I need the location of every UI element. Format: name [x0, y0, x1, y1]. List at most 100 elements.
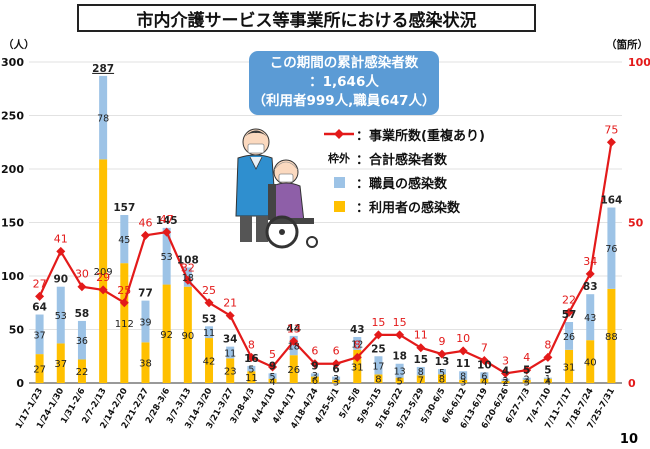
users-swatch	[333, 200, 345, 212]
staff-label: 18	[182, 273, 194, 284]
y2-axis-unit: （箇所）	[606, 38, 648, 51]
y2-tick-label: 50	[628, 217, 644, 230]
bar-staff	[35, 314, 44, 355]
facilities-label: 10	[456, 332, 470, 345]
staff-label: 6	[481, 372, 487, 383]
bar-staff	[607, 207, 616, 289]
staff-label: 39	[139, 317, 151, 328]
staff-label: 53	[161, 252, 173, 263]
users-label: 3	[333, 377, 339, 388]
facilities-marker	[162, 227, 172, 237]
y-axis-unit: （人）	[3, 38, 35, 51]
facilities-marker	[395, 330, 405, 340]
users-label: 37	[54, 359, 67, 370]
staff-label: 2	[524, 375, 530, 386]
bar-staff	[205, 326, 214, 339]
staff-label: 5	[248, 365, 254, 376]
facilities-label: 11	[414, 329, 428, 342]
facilities-label: 8	[248, 338, 255, 351]
users-label: 7	[418, 375, 424, 386]
total-label: 5	[523, 365, 530, 377]
total-label: 10	[477, 359, 492, 371]
staff-label: 8	[460, 372, 466, 383]
legend-item-staff: ：職員の感染数	[322, 170, 485, 194]
facilities-label: 9	[438, 335, 445, 348]
bar-users	[543, 378, 552, 383]
users-label: 22	[76, 367, 89, 378]
y-tick-label: 0	[16, 377, 24, 390]
bar-users	[289, 355, 298, 383]
facilities-marker	[204, 298, 214, 308]
y-tick-label: 250	[1, 110, 24, 123]
bar-staff	[586, 294, 595, 341]
total-label: 145	[156, 215, 178, 227]
staff-label: 11	[203, 328, 215, 339]
facilities-marker	[522, 365, 532, 375]
facilities-label: 75	[604, 123, 618, 136]
total-label: 108	[177, 254, 199, 266]
bar-staff	[353, 336, 362, 350]
users-label: 31	[563, 362, 576, 373]
staff-label: 76	[605, 244, 617, 255]
bar-staff	[522, 377, 531, 380]
users-label: 8	[439, 375, 445, 386]
staff-label: 13	[394, 367, 406, 378]
legend-label-staff: ：職員の感染数	[356, 176, 448, 192]
bar-staff	[501, 378, 510, 381]
total-label: 83	[583, 281, 598, 293]
axes: 0 50 100 150 200 250 300 0 50 100 （人） （箇所）	[1, 38, 650, 390]
y2-tick-label: 100	[628, 56, 650, 69]
facilities-line	[35, 137, 616, 378]
bar-staff	[459, 371, 468, 380]
y-tick-label: 200	[1, 163, 24, 176]
bar-staff	[162, 227, 171, 285]
bar-staff	[374, 356, 383, 375]
facilities-marker	[501, 368, 511, 378]
facilities-marker	[373, 330, 383, 340]
total-label: 9	[311, 360, 318, 372]
bar-staff	[56, 286, 65, 344]
bar-users	[586, 340, 595, 383]
users-label: 40	[584, 358, 597, 369]
facilities-label: 25	[202, 284, 216, 297]
facilities-marker	[479, 356, 489, 366]
legend-label-total: ：合計感染者数	[356, 152, 448, 168]
users-label: 38	[139, 359, 152, 370]
facilities-line-path	[38, 142, 613, 375]
facilities-marker	[606, 137, 616, 147]
bar-staff	[437, 369, 446, 375]
bar-users	[353, 349, 362, 383]
bar-staff	[480, 372, 489, 379]
staff-label: 43	[584, 313, 596, 324]
bar-users	[162, 284, 171, 383]
facilities-marker	[310, 359, 320, 369]
y-tick-label: 100	[1, 270, 24, 283]
bar-staff	[395, 363, 404, 378]
legend-label-facilities: ：事業所数(重複あり)	[356, 128, 485, 144]
bar-users	[459, 379, 468, 383]
total-label: 287	[92, 63, 114, 75]
bar-staff	[543, 377, 552, 379]
total-label: 9	[269, 360, 276, 372]
bar-users	[141, 342, 150, 383]
staff-label: 2	[502, 376, 508, 387]
bar-staff	[120, 215, 129, 264]
facilities-label: 30	[75, 268, 89, 281]
y-tick-label: 50	[9, 324, 25, 337]
staff-label: 8	[418, 367, 424, 378]
users-label: 31	[351, 362, 364, 373]
facilities-marker	[183, 275, 193, 285]
facilities-marker	[543, 352, 553, 362]
users-label: 112	[115, 319, 134, 330]
facilities-label: 8	[544, 338, 551, 351]
users-label: 92	[160, 330, 173, 341]
x-tick-labels: 1/17-1/231/24-1/301/31-2/62/7-2/132/14-2…	[14, 386, 617, 430]
total-label: 11	[456, 358, 471, 370]
data-labels: 6437279053375836222877820915745112773938…	[32, 63, 622, 389]
facilities-marker	[35, 291, 45, 301]
bar-users	[56, 343, 65, 383]
staff-label: 1	[545, 374, 551, 385]
users-label: 3	[524, 377, 530, 388]
facilities-label: 25	[117, 284, 131, 297]
summary-box: この期間の累計感染者数 ：1,646人 （利用者999人,職員647人）	[249, 51, 439, 115]
